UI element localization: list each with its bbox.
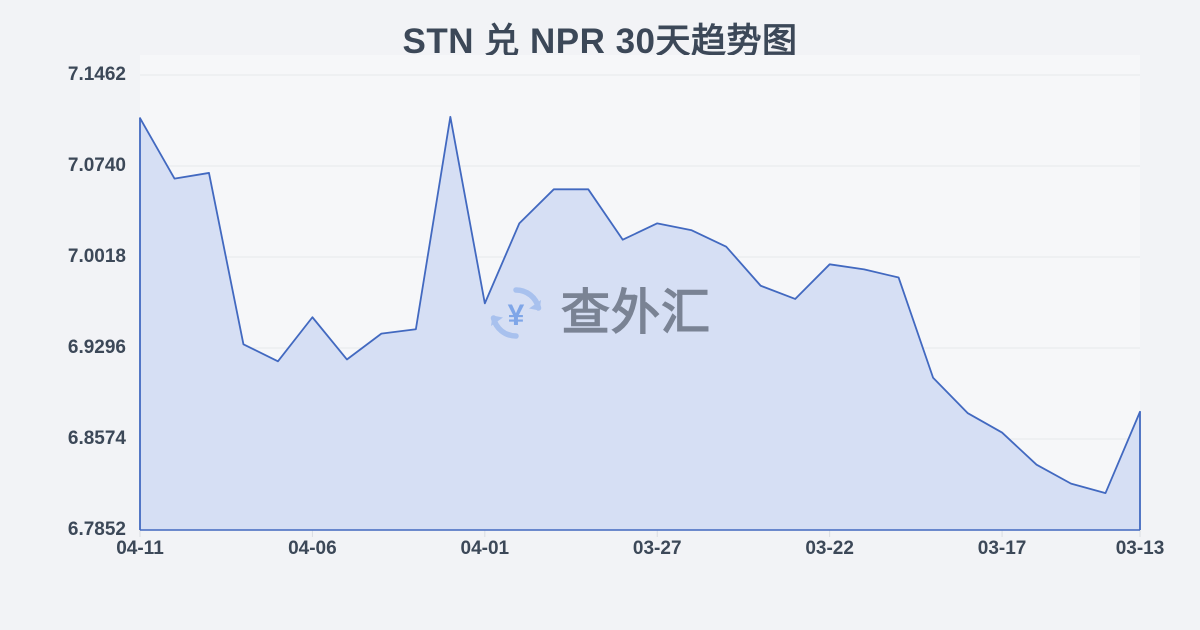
y-axis-tick-label: 7.1462 <box>67 64 126 85</box>
x-axis-tick-label: 04-06 <box>288 538 337 559</box>
y-axis-tick-label: 6.8574 <box>67 428 126 449</box>
y-axis-tick-label: 6.9296 <box>67 337 126 358</box>
y-axis-tick-label: 7.0018 <box>67 246 126 267</box>
x-axis-tick-label: 03-27 <box>632 538 682 559</box>
y-axis-tick-label: 6.7852 <box>67 519 126 540</box>
x-axis-tick-label: 03-17 <box>977 538 1027 559</box>
page-title: STN 兑 NPR 30天趋势图 <box>402 22 798 61</box>
x-axis-tick-label: 03-13 <box>1115 538 1165 559</box>
x-axis-tick-label: 04-11 <box>116 538 164 559</box>
trend-line <box>139 115 1141 494</box>
x-axis-tick-label: 04-01 <box>460 538 510 559</box>
x-axis-tick-label: 03-22 <box>805 538 854 559</box>
area-fill <box>140 116 1140 530</box>
y-axis-tick-label: 7.0740 <box>67 155 126 176</box>
